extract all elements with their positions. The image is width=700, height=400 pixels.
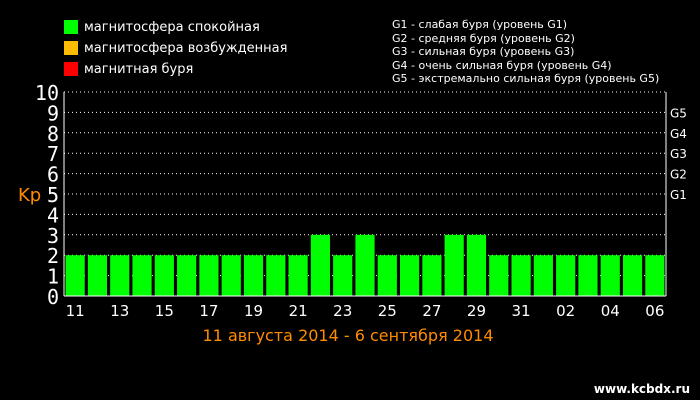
x-tick-label-11: 11 — [66, 302, 85, 320]
chart-title: 11 августа 2014 - 6 сентября 2014 — [203, 326, 494, 345]
x-tick-label-04: 04 — [601, 302, 620, 320]
x-tick-label-13: 13 — [110, 302, 129, 320]
legend-swatch-excited — [64, 41, 78, 55]
bar-18 — [221, 255, 241, 296]
g-scale-line-g5: G5 - экстремально сильная буря (уровень … — [392, 72, 660, 85]
bar-13 — [110, 255, 130, 296]
bar-11 — [65, 255, 85, 296]
bar-02 — [556, 255, 576, 296]
bar-21 — [288, 255, 308, 296]
x-tick-label-17: 17 — [199, 302, 218, 320]
x-tick-label-02: 02 — [556, 302, 575, 320]
legend-swatch-calm — [64, 20, 78, 34]
g-scale-line-g4: G4 - очень сильная буря (уровень G4) — [392, 58, 612, 72]
y-tick-label-0: 0 — [47, 285, 59, 309]
right-tick-label-g3: G3 — [670, 147, 687, 161]
y-tick-label-7: 7 — [47, 142, 59, 166]
x-tick-label-06: 06 — [645, 302, 664, 320]
g-scale-legend: G1 - слабая буря (уровень G1) G2 - средн… — [392, 18, 659, 86]
y-tick-label-10: 10 — [35, 81, 59, 105]
x-tick-label-29: 29 — [467, 302, 486, 320]
bar-14 — [132, 255, 152, 296]
legend-swatch-storm — [64, 62, 78, 76]
bar-12 — [87, 255, 108, 296]
bar-27 — [422, 255, 442, 296]
y-axis-label: Kp — [18, 185, 41, 206]
legend-label-storm: магнитная буря — [84, 61, 194, 77]
bar-22 — [310, 234, 330, 296]
bar-30 — [489, 255, 509, 296]
legend-item-calm: магнитосфера спокойная — [64, 17, 287, 37]
y-tick-label-5: 5 — [47, 183, 59, 207]
bar-28 — [444, 234, 464, 296]
site-watermark: www.kcbdx.ru — [593, 382, 690, 396]
x-tick-label-21: 21 — [289, 302, 308, 320]
x-tick-label-15: 15 — [155, 302, 174, 320]
g-scale-line-g1: G1 - слабая буря (уровень G1) — [392, 18, 568, 31]
right-tick-label-g2: G2 — [670, 168, 687, 182]
y-tick-label-6: 6 — [47, 163, 59, 187]
y-tick-label-3: 3 — [47, 224, 59, 248]
x-tick-label-19: 19 — [244, 302, 263, 320]
bar-15 — [154, 255, 174, 296]
bar-04 — [600, 255, 620, 296]
bar-29 — [466, 234, 487, 296]
bar-16 — [177, 255, 197, 296]
y-tick-label-9: 9 — [47, 101, 59, 125]
bar-26 — [400, 255, 420, 296]
bar-17 — [199, 255, 219, 296]
legend: магнитосфера спокойная магнитосфера возб… — [64, 17, 287, 80]
bar-06 — [645, 255, 665, 296]
bar-24 — [355, 234, 375, 296]
x-tick-label-25: 25 — [378, 302, 397, 320]
bar-19 — [243, 255, 264, 296]
right-tick-label-g4: G4 — [670, 127, 687, 141]
bar-20 — [266, 255, 286, 296]
right-tick-label-g5: G5 — [670, 106, 687, 120]
g-scale-line-g3: G3 - сильная буря (уровень G3) — [392, 45, 575, 58]
x-tick-label-27: 27 — [422, 302, 441, 320]
right-tick-label-g1: G1 — [670, 188, 687, 202]
bar-23 — [333, 255, 353, 296]
bar-05 — [622, 255, 643, 296]
x-tick-label-31: 31 — [512, 302, 531, 320]
legend-label-calm: магнитосфера спокойная — [84, 19, 260, 35]
bar-25 — [377, 255, 397, 296]
bar-03 — [578, 255, 598, 296]
x-tick-label-23: 23 — [333, 302, 352, 320]
bar-31 — [511, 255, 531, 296]
bar-01 — [533, 255, 553, 296]
y-tick-label-2: 2 — [47, 244, 59, 268]
legend-item-storm: магнитная буря — [64, 59, 287, 79]
legend-label-excited: магнитосфера возбужденная — [84, 40, 288, 56]
legend-item-excited: магнитосфера возбужденная — [64, 38, 287, 58]
y-tick-label-4: 4 — [47, 203, 59, 227]
g-scale-line-g2: G2 - средняя буря (уровень G2) — [392, 31, 575, 45]
y-tick-label-8: 8 — [47, 122, 59, 146]
y-tick-label-1: 1 — [47, 265, 59, 289]
